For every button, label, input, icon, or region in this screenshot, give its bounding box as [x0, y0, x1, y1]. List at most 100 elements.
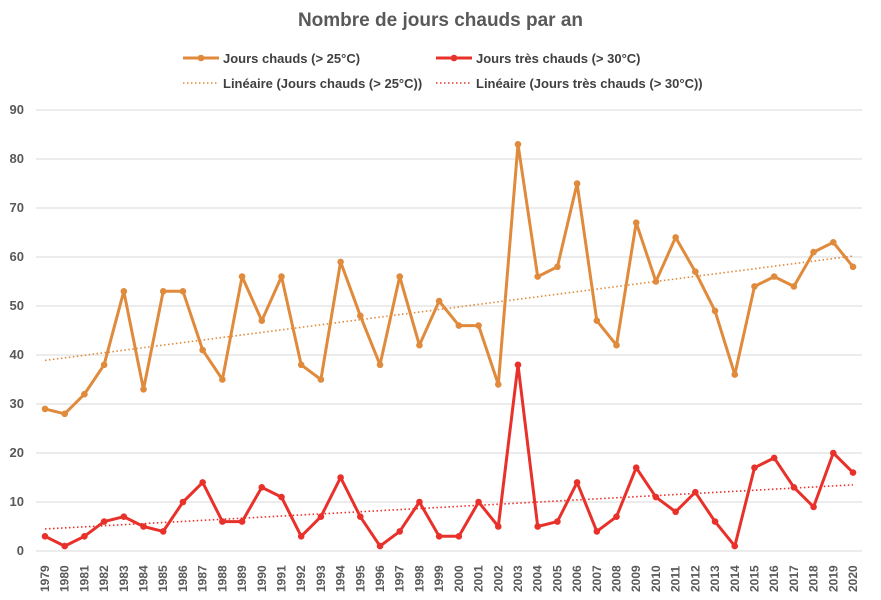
data-point — [297, 361, 305, 369]
y-tick-label: 70 — [10, 200, 24, 215]
x-tick-label: 1994 — [334, 565, 348, 592]
data-point — [376, 361, 384, 369]
data-point — [810, 248, 817, 256]
data-point — [435, 533, 443, 540]
x-tick-label: 2008 — [610, 565, 624, 592]
data-point — [81, 390, 88, 398]
x-tick-label: 1982 — [97, 565, 111, 592]
trendline — [44, 484, 854, 530]
x-tick-label: 2017 — [787, 565, 801, 592]
data-point — [711, 518, 719, 525]
data-point — [179, 288, 187, 295]
data-point — [41, 405, 49, 413]
x-tick-label: 2019 — [826, 565, 840, 592]
x-tick-label: 2010 — [649, 565, 663, 592]
data-point — [199, 346, 206, 354]
y-tick-label: 50 — [10, 298, 24, 313]
data-point — [61, 410, 69, 418]
legend-label: Jours chauds (> 25°C) — [223, 51, 360, 66]
legend-label: Jours très chauds (> 30°C) — [476, 51, 641, 66]
data-point — [199, 479, 206, 486]
legend-label: Linéaire (Jours chauds (> 25°C)) — [223, 76, 422, 91]
x-tick-label: 1993 — [314, 565, 328, 592]
x-tick-label: 1992 — [294, 565, 308, 592]
data-point — [751, 283, 758, 290]
data-point — [790, 283, 798, 290]
x-tick-label: 1987 — [196, 565, 210, 592]
data-point — [554, 263, 561, 271]
data-point — [692, 268, 699, 276]
y-tick-label: 80 — [10, 151, 24, 166]
data-point — [238, 273, 246, 280]
data-point — [613, 341, 620, 349]
data-point — [435, 297, 443, 305]
data-point — [632, 464, 640, 472]
data-point — [534, 273, 541, 280]
x-tick-label: 1997 — [393, 565, 407, 592]
x-tick-label: 2002 — [491, 565, 505, 592]
data-point — [573, 180, 581, 187]
data-point — [652, 493, 660, 501]
data-point — [416, 341, 423, 349]
data-point — [593, 528, 601, 535]
x-tick-label: 2000 — [452, 565, 466, 592]
x-tick-label: 1986 — [176, 565, 190, 592]
legend-marker — [450, 54, 458, 62]
data-point — [140, 386, 147, 393]
data-point — [317, 376, 325, 383]
data-point — [337, 474, 344, 481]
y-tick-label: 0 — [17, 543, 24, 558]
x-tick-label: 1979 — [38, 565, 52, 592]
data-point — [494, 381, 502, 388]
data-point — [632, 219, 640, 226]
data-point — [258, 484, 266, 491]
x-tick-label: 2005 — [550, 565, 564, 592]
data-point — [396, 273, 404, 280]
data-point — [81, 533, 88, 540]
x-tick-label: 1983 — [117, 565, 131, 592]
x-tick-label: 1995 — [353, 565, 367, 592]
x-tick-label: 2003 — [511, 565, 525, 592]
data-point — [514, 361, 522, 369]
data-point — [751, 464, 758, 472]
data-point — [849, 469, 857, 476]
x-tick-label: 2007 — [590, 565, 604, 592]
data-point — [455, 533, 463, 540]
x-tick-label: 1988 — [215, 565, 229, 592]
data-point — [770, 454, 778, 462]
data-point — [258, 317, 266, 325]
data-point — [711, 307, 719, 315]
data-point — [475, 498, 482, 506]
data-point — [416, 498, 423, 506]
data-point — [159, 288, 167, 295]
x-tick-label: 2011 — [669, 566, 683, 592]
data-point — [573, 479, 581, 486]
x-tick-label: 1981 — [77, 565, 91, 592]
data-point — [829, 239, 837, 246]
x-tick-label: 1998 — [412, 565, 426, 592]
data-point — [534, 523, 541, 530]
chart-title: Nombre de jours chauds par an — [297, 10, 584, 31]
data-point — [731, 371, 739, 378]
trendline — [44, 255, 854, 362]
data-point — [652, 278, 660, 285]
x-tick-label: 2014 — [728, 565, 742, 592]
data-point — [672, 234, 679, 241]
data-point — [100, 518, 108, 525]
x-tick-label: 1999 — [432, 565, 446, 592]
data-point — [317, 513, 325, 520]
x-tick-label: 2006 — [570, 565, 584, 592]
y-tick-label: 90 — [10, 102, 24, 117]
x-tick-label: 1989 — [235, 565, 249, 592]
data-point — [337, 258, 344, 266]
data-point — [100, 361, 108, 369]
data-point — [514, 141, 522, 148]
data-point — [731, 542, 739, 550]
x-tick-label: 2018 — [807, 565, 821, 592]
data-point — [219, 376, 226, 383]
data-point — [61, 542, 69, 550]
data-point — [120, 288, 128, 295]
data-point — [613, 513, 620, 520]
x-tick-label: 2004 — [531, 565, 545, 592]
